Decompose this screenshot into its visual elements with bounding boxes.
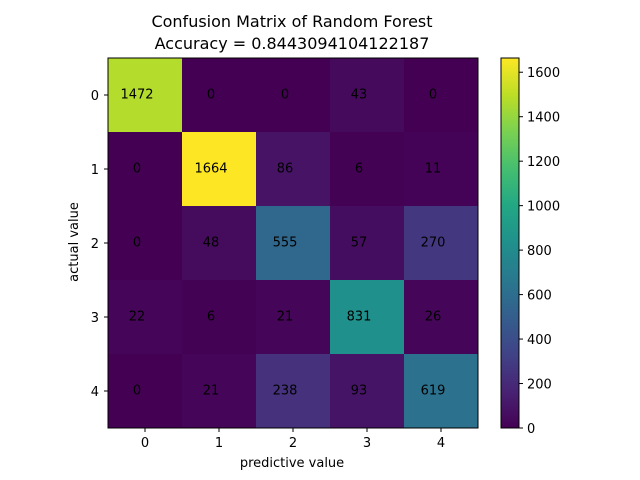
y-tick-label-1: 1	[91, 163, 99, 178]
x-axis-ticks: 0 1 2 3 4	[141, 428, 445, 451]
cell-value-0-2: 0	[281, 88, 289, 103]
cell-value-3-1: 6	[207, 310, 215, 325]
y-axis-label: actual value	[67, 202, 82, 282]
colorbar: 0 200 400 600 800 1000 1200 1400 1600	[500, 57, 560, 437]
cell-value-2-3: 57	[351, 236, 368, 251]
cell-value-4-3: 93	[351, 384, 368, 399]
x-axis-label: predictive value	[240, 456, 344, 471]
cell-value-3-4: 26	[425, 310, 442, 325]
cell-value-4-0: 0	[133, 384, 141, 399]
y-axis-ticks: 0 1 2 3 4	[91, 89, 108, 400]
colorbar-tick-label-6: 1200	[527, 155, 560, 170]
cell-value-2-2: 555	[273, 236, 298, 251]
cell-value-3-0: 22	[129, 310, 146, 325]
cell-value-1-3: 6	[355, 162, 363, 177]
heatmap-cell-3-2	[256, 280, 330, 354]
heatmap-cell-0-4	[404, 58, 478, 132]
x-tick-label-2: 2	[289, 436, 297, 451]
y-tick-label-3: 3	[91, 311, 99, 326]
cell-value-4-2: 238	[273, 384, 298, 399]
colorbar-tick-label-2: 400	[527, 333, 552, 348]
y-tick-label-4: 4	[91, 385, 99, 400]
cell-value-2-0: 0	[133, 236, 141, 251]
y-tick-label-0: 0	[91, 89, 99, 104]
x-tick-label-0: 0	[141, 436, 149, 451]
heatmap-cell-1-1	[182, 132, 256, 206]
heatmap-cell-4-4	[404, 354, 478, 428]
cell-value-1-2: 86	[277, 162, 294, 177]
x-tick-label-3: 3	[363, 436, 371, 451]
cell-value-0-3: 43	[351, 88, 368, 103]
heatmap-cell-2-4	[404, 206, 478, 280]
cell-value-1-0: 0	[133, 162, 141, 177]
heatmap-cell-4-3	[330, 354, 404, 428]
heatmap-cell-2-3	[330, 206, 404, 280]
y-tick-label-2: 2	[91, 237, 99, 252]
cell-value-1-4: 11	[425, 162, 442, 177]
colorbar-tick-label-8: 1600	[527, 66, 560, 81]
heatmap-cell-1-2	[256, 132, 330, 206]
colorbar-tick-label-0: 0	[527, 422, 535, 437]
colorbar-gradient	[500, 57, 520, 429]
heatmap-cell-3-4	[404, 280, 478, 354]
heatmap-cell-1-4	[404, 132, 478, 206]
chart-subtitle: Accuracy = 0.8443094104122187	[155, 34, 430, 53]
cell-value-3-3: 831	[347, 310, 372, 325]
heatmap-cell-3-3	[330, 280, 404, 354]
x-tick-label-4: 4	[437, 436, 445, 451]
colorbar-tick-label-4: 800	[527, 244, 552, 259]
chart-title: Confusion Matrix of Random Forest	[151, 12, 432, 31]
cell-value-0-4: 0	[429, 88, 437, 103]
colorbar-tick-label-1: 200	[527, 378, 552, 393]
heatmap-cell-0-2	[256, 58, 330, 132]
heatmap-cell-0-0	[108, 58, 182, 132]
heatmap-cell-2-1	[182, 206, 256, 280]
heatmap-cell-4-1	[182, 354, 256, 428]
heatmap-cell-4-0	[108, 354, 182, 428]
cell-value-0-1: 0	[207, 88, 215, 103]
heatmap-plot: 1472 0 0 43 0 0 1664 86 6 11 0 48 555 57 270 22 6 21 831 26…	[107, 57, 479, 429]
colorbar-tick-label-7: 1400	[527, 111, 560, 126]
x-tick-label-1: 1	[215, 436, 223, 451]
cell-value-4-4: 619	[421, 384, 446, 399]
heatmap-cell-0-1	[182, 58, 256, 132]
cell-value-0-0: 1472	[120, 88, 153, 103]
heatmap-cell-1-0	[108, 132, 182, 206]
heatmap-cell-1-3	[330, 132, 404, 206]
heatmap-cell-2-2	[256, 206, 330, 280]
cell-value-2-4: 270	[421, 236, 446, 251]
heatmap-cell-2-0	[108, 206, 182, 280]
heatmap-cell-3-1	[182, 280, 256, 354]
colorbar-tick-label-5: 1000	[527, 200, 560, 215]
cell-value-1-1: 1664	[194, 162, 227, 177]
cell-value-2-1: 48	[203, 236, 220, 251]
cell-value-3-2: 21	[277, 310, 294, 325]
cell-value-4-1: 21	[203, 384, 220, 399]
heatmap-cell-4-2	[256, 354, 330, 428]
heatmap-cell-3-0	[108, 280, 182, 354]
heatmap-cell-0-3	[330, 58, 404, 132]
colorbar-tick-label-3: 600	[527, 289, 552, 304]
